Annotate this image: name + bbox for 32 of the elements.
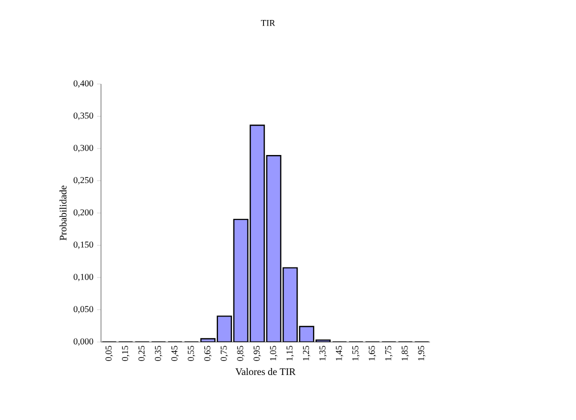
x-tick-label: 0,85 <box>237 346 244 361</box>
x-tick-label: 0,75 <box>220 346 228 361</box>
x-tick-label: 0,45 <box>171 346 179 361</box>
x-tick-label: 1,05 <box>270 346 278 360</box>
y-tick-label: 0,350 <box>74 112 94 120</box>
x-tick-label: 0,15 <box>122 346 130 361</box>
y-tick-label: 0,250 <box>74 177 94 184</box>
chart-title: TIR <box>260 20 276 26</box>
x-tick-label: 0,65 <box>204 346 212 361</box>
x-tick-label: 1,25 <box>302 346 310 360</box>
x-tick-label: 0,95 <box>254 346 261 361</box>
y-tick-label: 0,300 <box>74 144 94 152</box>
x-tick-label: 1,75 <box>385 346 393 360</box>
x-tick-label: 1,95 <box>418 346 426 360</box>
y-tick-label: 0,000 <box>74 338 94 346</box>
y-tick-label: 0,200 <box>74 209 94 217</box>
x-tick-label: 1,65 <box>368 346 376 360</box>
x-tick-label: 1,85 <box>402 346 409 360</box>
x-tick-label: 1,55 <box>352 346 360 360</box>
y-tick-label: 0,050 <box>74 306 94 314</box>
y-tick-label: 0,150 <box>74 242 94 249</box>
x-tick-label: 0,25 <box>138 346 146 361</box>
x-tick-label: 0,35 <box>154 346 162 361</box>
x-tick-label: 0,55 <box>188 346 196 361</box>
x-tick-label: 1,35 <box>319 346 327 360</box>
x-tick-label: 1,15 <box>286 346 294 360</box>
x-axis-title: Valores de TIR <box>235 368 296 376</box>
x-tick-label: 0,05 <box>106 346 113 361</box>
x-tick-label: 1,45 <box>336 346 344 360</box>
y-tick-label: 0,100 <box>74 274 94 282</box>
y-axis-title: Probabilidade <box>59 186 66 240</box>
y-tick-label: 0,400 <box>74 80 94 88</box>
